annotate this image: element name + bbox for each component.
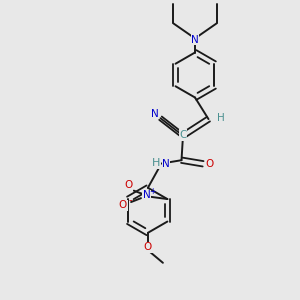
Text: N: N	[151, 109, 158, 119]
Text: N: N	[142, 190, 150, 200]
Text: O: O	[124, 180, 133, 190]
Text: O: O	[119, 200, 127, 210]
Text: -: -	[129, 195, 132, 205]
Text: H: H	[217, 112, 225, 123]
Text: O: O	[206, 159, 214, 169]
Text: C: C	[179, 130, 187, 140]
Text: H: H	[152, 158, 160, 169]
Text: N: N	[162, 159, 170, 169]
Text: +: +	[149, 187, 156, 196]
Text: O: O	[144, 242, 152, 252]
Text: N: N	[191, 35, 199, 45]
